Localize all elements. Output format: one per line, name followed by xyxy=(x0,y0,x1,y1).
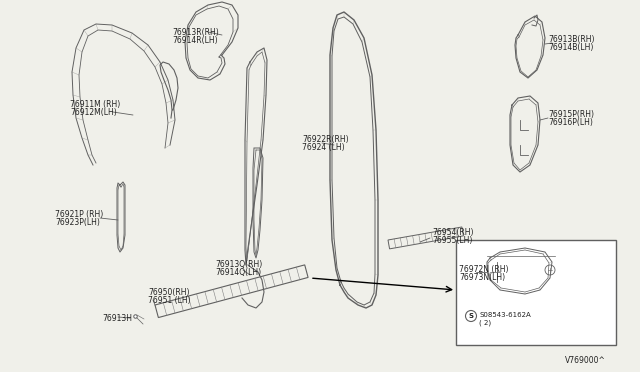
Text: 76955(LH): 76955(LH) xyxy=(432,236,472,245)
Text: 76914Q(LH): 76914Q(LH) xyxy=(215,268,261,277)
Text: 76914B(LH): 76914B(LH) xyxy=(548,43,593,52)
Text: 76913Q(RH): 76913Q(RH) xyxy=(215,260,262,269)
Text: 76914R(LH): 76914R(LH) xyxy=(172,36,218,45)
Text: 76972N (RH): 76972N (RH) xyxy=(459,265,509,274)
Text: 76924 (LH): 76924 (LH) xyxy=(302,143,344,152)
Text: V769000^: V769000^ xyxy=(565,356,606,365)
Text: 76973N(LH): 76973N(LH) xyxy=(459,273,505,282)
Text: ( 2): ( 2) xyxy=(479,320,491,327)
Text: 76911M (RH): 76911M (RH) xyxy=(70,100,120,109)
Text: 76913H: 76913H xyxy=(102,314,132,323)
Text: 76922R(RH): 76922R(RH) xyxy=(302,135,349,144)
Text: S08543-6162A: S08543-6162A xyxy=(479,312,531,318)
Text: 76913R(RH): 76913R(RH) xyxy=(172,28,219,37)
Text: 76954(RH): 76954(RH) xyxy=(432,228,474,237)
Text: 76951 (LH): 76951 (LH) xyxy=(148,296,191,305)
Text: 76913B(RH): 76913B(RH) xyxy=(548,35,595,44)
Text: 76923P(LH): 76923P(LH) xyxy=(55,218,100,227)
Bar xyxy=(456,240,616,345)
Text: 76921P (RH): 76921P (RH) xyxy=(55,210,103,219)
Text: 76916P(LH): 76916P(LH) xyxy=(548,118,593,127)
Text: 76912M(LH): 76912M(LH) xyxy=(70,108,116,117)
Text: 76915P(RH): 76915P(RH) xyxy=(548,110,594,119)
Text: S: S xyxy=(468,313,474,319)
Text: 76950(RH): 76950(RH) xyxy=(148,288,189,297)
